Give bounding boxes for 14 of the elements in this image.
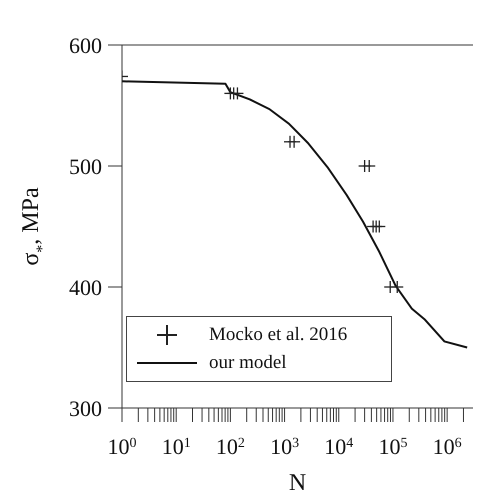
y-tick-label: 400 — [69, 275, 102, 300]
x-tick-label: 10$^{2}$ — [216, 434, 245, 459]
x-tick-label: 10$^{0}$ — [108, 434, 136, 459]
y-tick-label: 500 — [69, 154, 102, 179]
x-tick-label: 10$^{3}$ — [270, 434, 300, 459]
y-tick-label: 600 — [69, 33, 102, 58]
x-tick-label: 10$^{1}$ — [162, 434, 191, 459]
y-tick-label: 300 — [69, 396, 102, 421]
x-axis-title: N — [288, 470, 306, 496]
x-tick-label: 10$^{5}$ — [378, 434, 408, 459]
x-tick-label: 10$^{4}$ — [324, 434, 354, 459]
x-tick-label: 10$^{6}$ — [432, 434, 462, 459]
legend-label: our model — [209, 351, 287, 375]
legend-label: Mocko et al. 2016 — [209, 323, 348, 347]
